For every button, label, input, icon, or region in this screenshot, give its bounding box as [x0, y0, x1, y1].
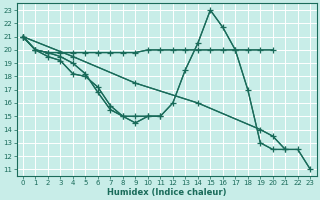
X-axis label: Humidex (Indice chaleur): Humidex (Indice chaleur) [107, 188, 226, 197]
